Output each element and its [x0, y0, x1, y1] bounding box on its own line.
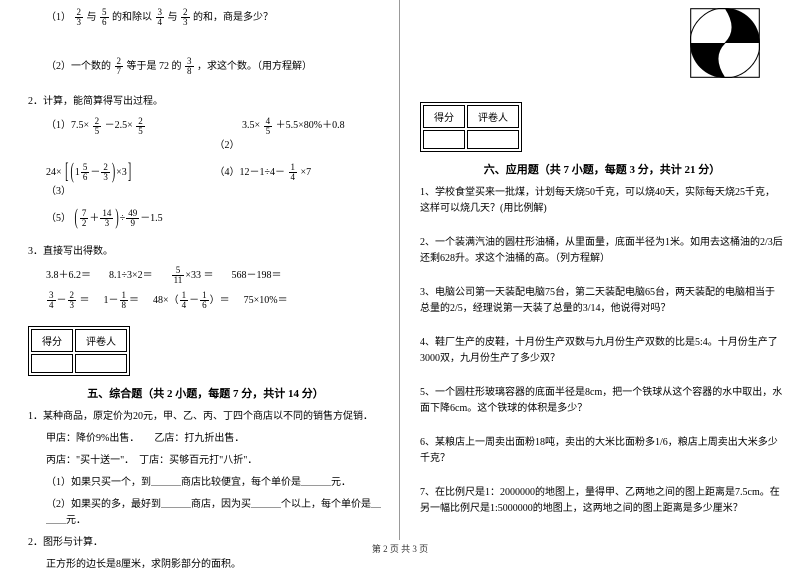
score-table-5: 得分评卷人: [28, 326, 130, 376]
t: 与: [168, 12, 178, 23]
t: －1.5: [140, 213, 163, 224]
score-cell: [423, 130, 465, 149]
frac-1-4: 14: [289, 163, 298, 182]
t: 24×: [46, 167, 62, 178]
frac-49-9: 499: [126, 209, 139, 228]
frac-2-5a: 25: [93, 117, 102, 136]
rparen2: ): [115, 206, 118, 230]
t: （1）7.5×: [46, 120, 89, 131]
t: 3.8＋6.2＝: [46, 266, 91, 285]
t: 与: [87, 12, 97, 23]
q2-5: （5） (72＋143)÷499－1.5: [28, 209, 383, 228]
q1-2: （2）一个数的 27 等于是 72 的 38 ，求这个数。（用方程解）: [28, 57, 383, 76]
lparen: (: [70, 160, 73, 184]
s5-1b: 丙店："买十送一"． 丁店：买够百元打"八折"．: [28, 453, 383, 469]
q2-row2: 24× [(156－23)×3] （3） （4）12－1÷4－ 14 ×7: [28, 163, 383, 197]
r3: 3、电脑公司第一天装配电脑75台，第二天装配电脑65台，两天装配的电脑相当于总量…: [420, 285, 784, 317]
t: ，求这个数。（用方程解）: [197, 61, 312, 72]
frac-5-6: 56: [100, 8, 109, 27]
t: （4）12－1÷4－: [215, 167, 286, 178]
page-columns: （1） 23 与 56 的和除以 34 与 23 的和，商是多少？ （2）一个数…: [0, 0, 800, 540]
grader-label: 评卷人: [75, 329, 127, 352]
t: 75×10%＝: [244, 291, 288, 310]
score-label: 得分: [31, 329, 73, 352]
s5-1: 1．某种商品，原定价为20元，甲、乙、丙、丁四个商店以不同的销售方促销．: [28, 409, 383, 425]
frac-15-6: 56: [81, 163, 90, 182]
t: 的和除以: [112, 12, 152, 23]
s5-1a: 甲店：降价9%出售． 乙店：打九折出售．: [28, 431, 383, 447]
frac-2-3: 23: [75, 8, 84, 27]
t: （5）: [46, 213, 71, 224]
lbracket: [: [65, 160, 68, 184]
section-6-title: 六、应用题（共 7 小题，每题 3 分，共计 21 分）: [420, 161, 784, 177]
t: 等于是 72 的: [127, 61, 182, 72]
frac-7-2: 72: [80, 209, 89, 228]
r6: 6、某粮店上一周卖出面粉18吨，卖出的大米比面粉多1/6，粮店上周卖出大米多少千…: [420, 435, 784, 467]
rbracket: ]: [128, 160, 131, 184]
frac-3-8: 38: [185, 57, 194, 76]
t: 34－23 ＝: [46, 291, 90, 310]
t: ×7: [301, 167, 312, 178]
s5-2a: 正方形的边长是8厘米，求阴影部分的面积。: [28, 557, 383, 573]
frac-14-3: 143: [100, 209, 113, 228]
t: －2.5×: [105, 120, 133, 131]
q2-title: 2．计算，能简算得写出过程。: [28, 94, 383, 110]
q3-title: 3．直接写出得数。: [28, 244, 383, 260]
q2-3: 24× [(156－23)×3] （3）: [46, 163, 215, 197]
q1-1: （1） 23 与 56 的和除以 34 与 23 的和，商是多少？: [28, 8, 383, 27]
r4: 4、鞋厂生产的皮鞋，十月份生产双数与九月份生产双数的比是5:4。十月份生产了30…: [420, 335, 784, 367]
frac-2-3c: 23: [101, 163, 110, 182]
t: 568－198＝: [231, 266, 281, 285]
r2: 2、一个装满汽油的圆柱形油桶，从里面量，底面半径为1米。如用去这桶油的2/3后还…: [420, 235, 784, 267]
r1: 1、学校食堂买来一批煤，计划每天烧50千克，可以烧40天，实际每天烧25千克，这…: [420, 185, 784, 217]
t: 8.1÷3×2＝: [109, 266, 153, 285]
s5-1c: （1）如果只买一个，到＿＿＿商店比较便宜，每个单价是＿＿＿元．: [28, 475, 383, 491]
frac-2-7: 27: [115, 57, 124, 76]
q2-2: （2） 3.5× 45 ＋5.5×80%＋0.8 （2）: [215, 116, 384, 150]
frac-2-3b: 23: [181, 8, 190, 27]
t: 511×33 ＝: [171, 266, 214, 285]
t: （2）一个数的: [46, 61, 111, 72]
s5-2: 2．图形与计算．: [28, 535, 383, 551]
t: （1）: [46, 12, 71, 23]
t: （2）: [215, 140, 240, 151]
left-column: （1） 23 与 56 的和除以 34 与 23 的和，商是多少？ （2）一个数…: [0, 0, 400, 540]
section-5-title: 五、综合题（共 2 小题，每题 7 分，共计 14 分）: [28, 385, 383, 401]
grader-label: 评卷人: [467, 105, 519, 128]
t: 的和，商是多少？: [193, 12, 273, 23]
r5: 5、一个圆柱形玻璃容器的底面半径是8cm，把一个铁球从这个容器的水中取出，水面下…: [420, 385, 784, 417]
t: 48×（14－16）＝: [153, 291, 230, 310]
leaf-diagram: [690, 8, 760, 78]
score-label: 得分: [423, 105, 465, 128]
t: ×3: [116, 167, 127, 178]
q2-4: （4）12－1÷4－ 14 ×7: [215, 163, 384, 197]
t: 3.5×: [242, 120, 260, 131]
t: ＋5.5×80%＋0.8: [276, 120, 345, 131]
grader-cell: [467, 130, 519, 149]
frac-2-5b: 25: [136, 117, 145, 136]
rparen: ): [112, 160, 115, 184]
s5-1d: （2）如果买的多，最好到＿＿＿商店，因为买＿＿＿个以上，每个单价是＿＿＿元．: [28, 497, 383, 529]
t: （3）: [46, 186, 71, 197]
lparen2: (: [75, 206, 78, 230]
t: 1－18＝: [104, 291, 140, 310]
q2-row1: （1）7.5× 25 －2.5× 25 （2） 3.5× 45 ＋5.5×80%…: [28, 116, 383, 150]
frac-4-5: 45: [264, 117, 273, 136]
score-table-6: 得分评卷人: [420, 102, 522, 152]
grader-cell: [75, 354, 127, 373]
frac-5-11: 511: [172, 266, 185, 285]
score-cell: [31, 354, 73, 373]
q2-1: （1）7.5× 25 －2.5× 25: [46, 116, 215, 150]
q3-row2: 34－23 ＝ 1－18＝ 48×（14－16）＝ 75×10%＝: [28, 291, 383, 310]
right-column: 得分评卷人 六、应用题（共 7 小题，每题 3 分，共计 21 分） 1、学校食…: [400, 0, 800, 540]
frac-3-4: 34: [156, 8, 165, 27]
r7: 7、在比例尺是1：2000000的地图上，量得甲、乙两地之间的图上距离是7.5c…: [420, 485, 784, 517]
q3-row1: 3.8＋6.2＝ 8.1÷3×2＝ 511×33 ＝ 568－198＝: [28, 266, 383, 285]
